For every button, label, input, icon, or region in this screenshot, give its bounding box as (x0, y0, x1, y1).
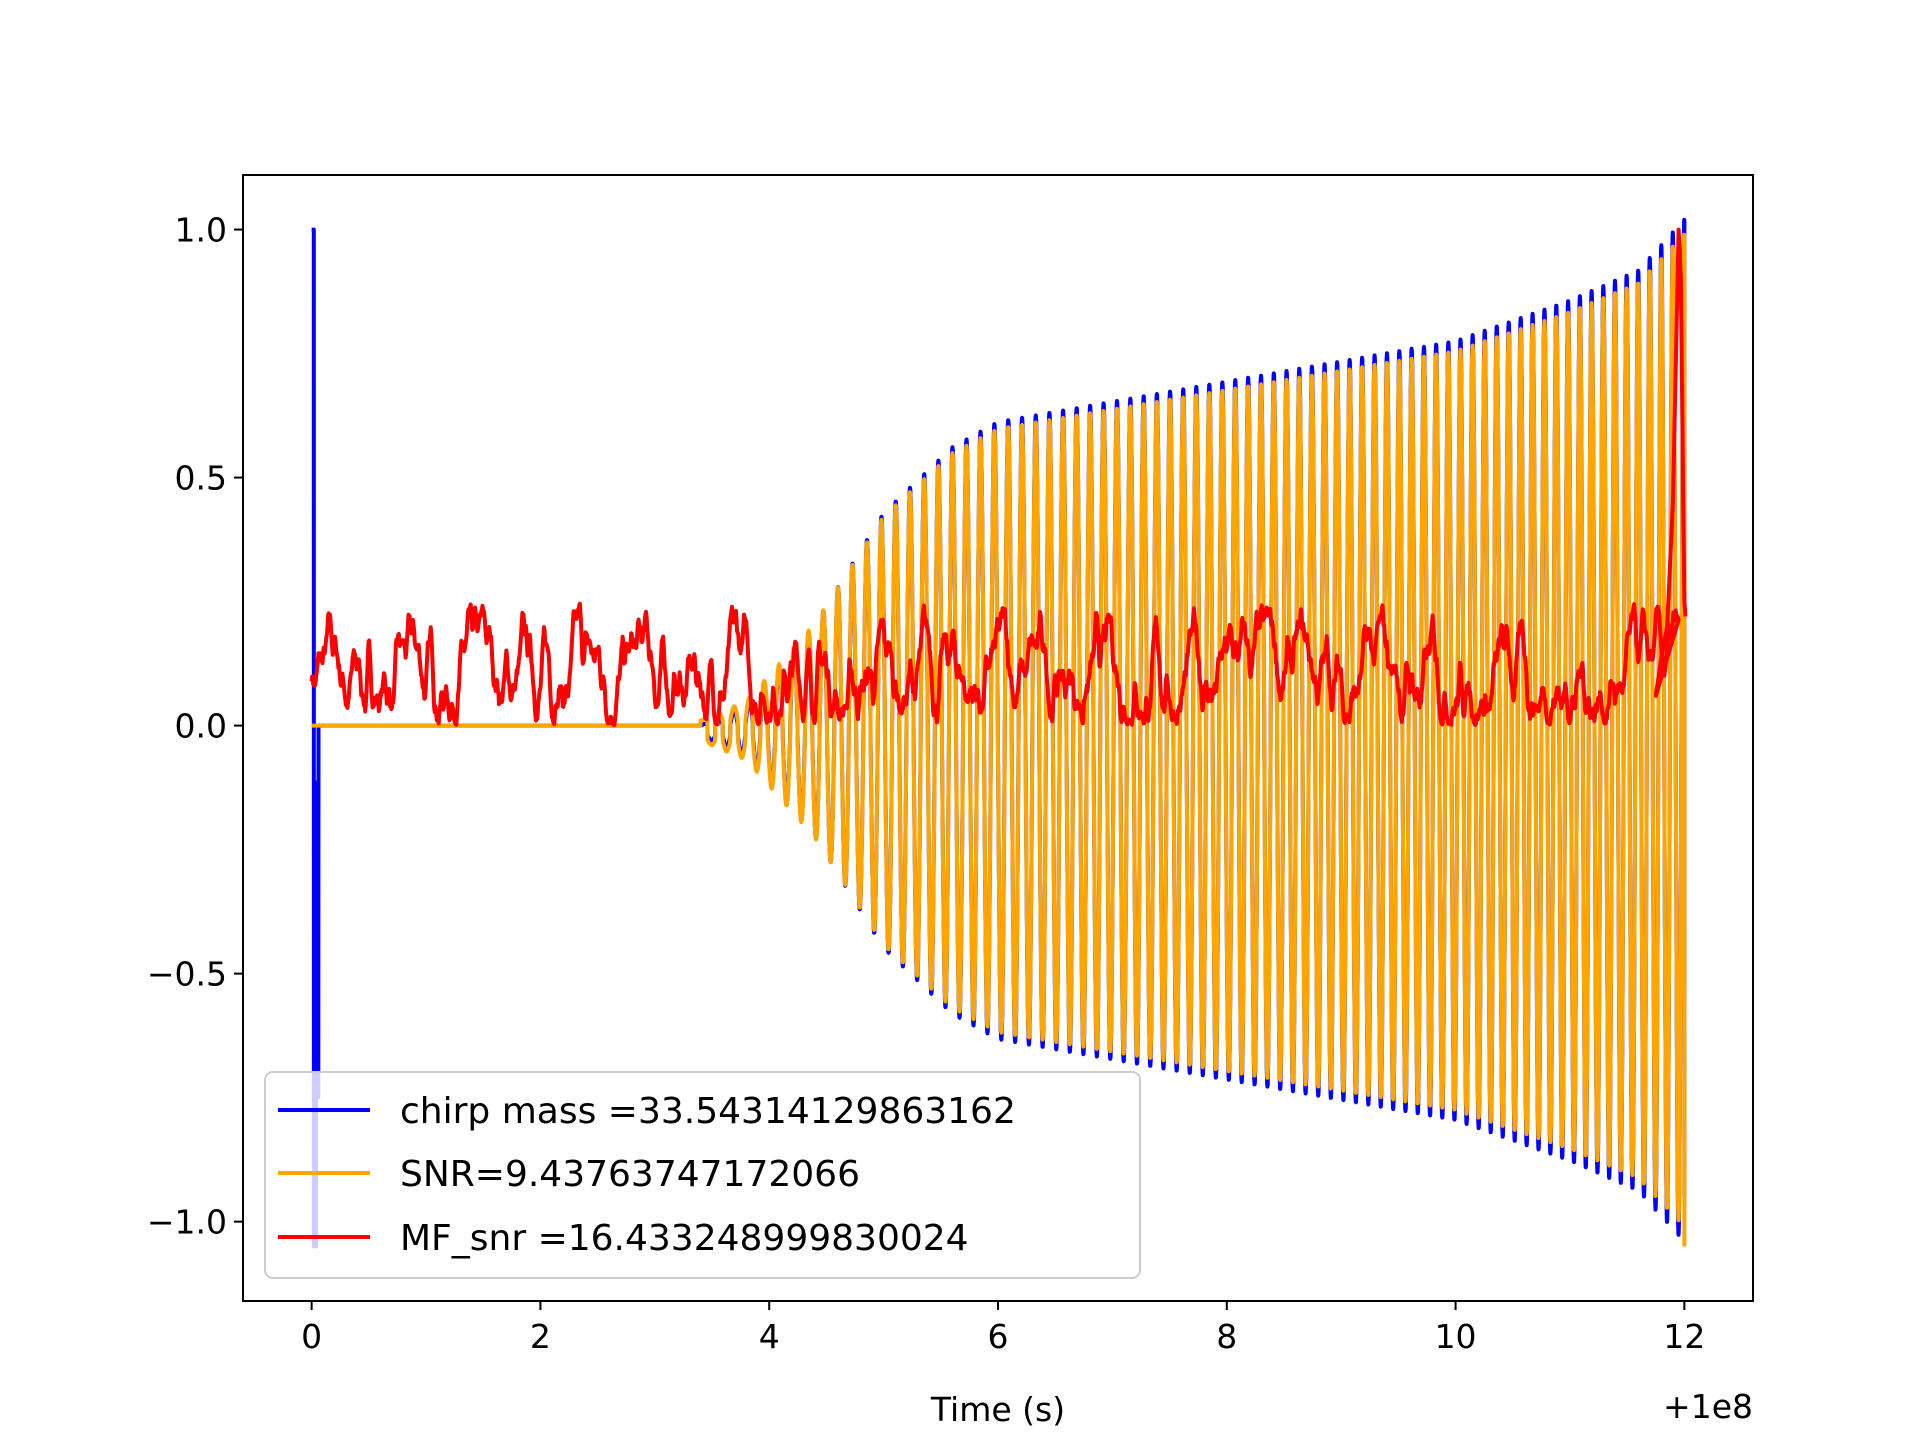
legend-label-snr: SNR=9.43763747172066 (400, 1154, 860, 1195)
x-tick-label: 0 (301, 1317, 322, 1356)
legend-box (264, 1071, 1141, 1279)
y-tick-label: 1.0 (175, 211, 227, 250)
x-tick-label: 10 (1435, 1317, 1477, 1356)
x-tick-label: 8 (1216, 1317, 1237, 1356)
x-tick-label: 2 (530, 1317, 551, 1356)
series-layer (309, 217, 1688, 1249)
y-tick-label: 0.5 (175, 459, 227, 498)
x-tick-label: 4 (759, 1317, 780, 1356)
y-axis: −1.0 −0.5 0.0 0.5 1.0 (147, 211, 243, 1242)
legend-label-chirp-mass: chirp mass =33.54314129863162 (400, 1091, 1016, 1132)
legend-label-mf-snr: MF_snr =16.433248999830024 (400, 1218, 969, 1259)
y-tick-label: −0.5 (147, 955, 227, 994)
series-line-mf-snr (309, 227, 1688, 728)
series-line-snr (309, 232, 1687, 1247)
x-tick-label: 12 (1663, 1317, 1705, 1356)
x-axis-offset-label: +1e8 (1663, 1387, 1753, 1426)
x-axis-label: Time (s) (930, 1390, 1065, 1429)
y-tick-label: 0.0 (175, 707, 227, 746)
x-axis: 0 2 4 6 8 10 12 (301, 1301, 1705, 1356)
y-tick-label: −1.0 (147, 1203, 227, 1242)
legend: chirp mass =33.54314129863162 SNR=9.4376… (264, 1071, 1141, 1279)
x-tick-label: 6 (988, 1317, 1009, 1356)
